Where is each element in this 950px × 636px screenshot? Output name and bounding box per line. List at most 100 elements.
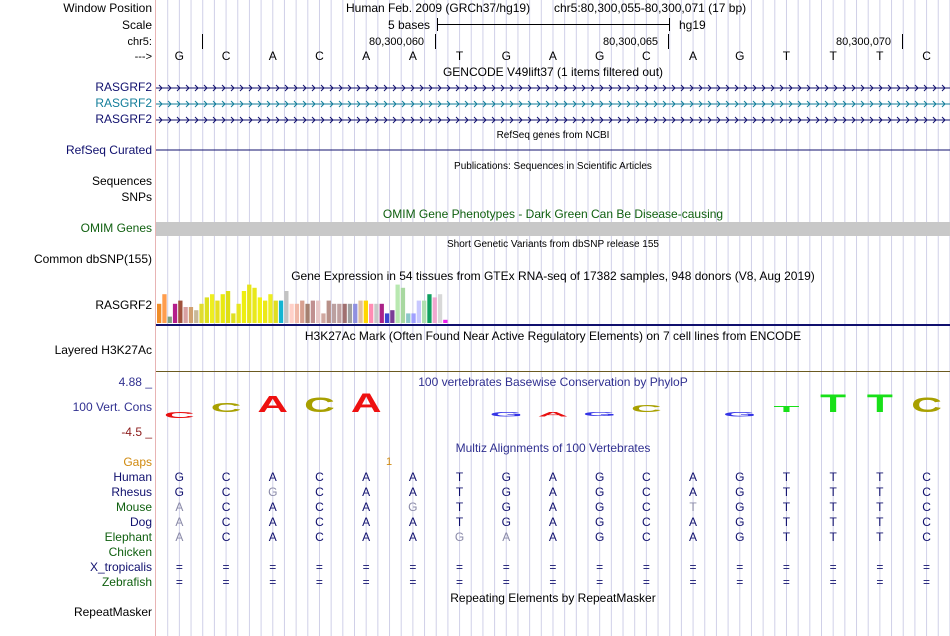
species-label[interactable]: Elephant	[104, 530, 152, 544]
strand-arrow	[509, 116, 514, 124]
gencode-track-label-3[interactable]: RASGRF2	[95, 112, 152, 126]
gtex-tissue-bar	[268, 294, 273, 323]
strand-arrow	[248, 116, 253, 124]
strand-arrow	[221, 116, 226, 124]
label-divider	[155, 0, 156, 636]
dbsnp-track-label[interactable]: Common dbSNP(155)	[33, 252, 152, 266]
sequences-track-label[interactable]: Sequences	[91, 174, 152, 188]
gencode-track-label-2[interactable]: RASGRF2	[95, 96, 152, 110]
aligned-base: A	[408, 530, 417, 544]
aligned-base: C	[922, 530, 931, 544]
strand-arrow	[545, 100, 550, 108]
strand-arrow	[212, 84, 217, 92]
gencode-track-label-1[interactable]: RASGRF2	[95, 80, 152, 94]
strand-arrow	[716, 116, 721, 124]
multiz-track-title: Multiz Alignments of 100 Vertebrates	[455, 441, 651, 455]
scale-bar-right-tick	[669, 18, 670, 31]
strand-arrow	[383, 116, 388, 124]
gtex-tissue-bar	[353, 303, 358, 323]
aligned-base: T	[455, 485, 464, 499]
aligned-base: =	[269, 575, 277, 589]
species-label[interactable]: Mouse	[115, 500, 152, 514]
strand-arrow	[464, 100, 469, 108]
strand-arrow	[410, 116, 415, 124]
strand-arrow	[824, 116, 829, 124]
strand-arrow	[185, 84, 190, 92]
cons-track-label[interactable]: 100 Vert. Cons	[72, 400, 152, 414]
strand-arrow	[176, 116, 181, 124]
strand-arrow	[464, 116, 469, 124]
aligned-base: =	[736, 560, 744, 574]
strand-arrow	[500, 116, 505, 124]
strand-arrow	[329, 100, 334, 108]
strand-arrow	[266, 100, 271, 108]
gtex-tissue-bar	[263, 300, 268, 323]
aligned-base: =	[456, 575, 464, 589]
strand-arrow	[392, 84, 397, 92]
strand-arrow	[482, 116, 487, 124]
strand-arrow	[599, 116, 604, 124]
strand-arrow	[365, 116, 370, 124]
strand-arrow	[878, 100, 883, 108]
strand-arrow	[320, 100, 325, 108]
strand-arrow	[689, 100, 694, 108]
aligned-base: C	[922, 470, 931, 484]
phylop-letter: C	[211, 401, 242, 415]
reference-base: C	[922, 49, 931, 63]
strand-arrow	[608, 84, 613, 92]
gaps-track-label[interactable]: Gaps	[123, 455, 152, 469]
reference-base: A	[268, 49, 277, 63]
reference-base: G	[501, 49, 511, 63]
gtex-track-label[interactable]: RASGRF2	[95, 298, 152, 312]
strand-arrow	[545, 116, 550, 124]
strand-arrow	[437, 100, 442, 108]
aligned-base: A	[362, 500, 371, 514]
strand-arrow	[653, 116, 658, 124]
gtex-tissue-bar	[374, 303, 379, 323]
strand-arrow	[311, 84, 316, 92]
scale-label: Scale	[121, 18, 152, 32]
aligned-base: G	[594, 485, 605, 499]
aligned-base: G	[735, 530, 745, 544]
strand-arrow	[275, 116, 280, 124]
gtex-tissue-bar	[257, 297, 262, 323]
ruler-tick-label-1: 80,300,060	[369, 36, 425, 48]
species-label[interactable]: Dog	[129, 515, 152, 529]
strand-arrow	[437, 116, 442, 124]
omim-track-label[interactable]: OMIM Genes	[80, 221, 152, 235]
strand-arrow	[860, 116, 865, 124]
species-label[interactable]: Human	[113, 470, 152, 484]
species-label[interactable]: Rhesus	[111, 485, 152, 499]
aligned-base: G	[454, 530, 465, 544]
strand-arrow	[374, 84, 379, 92]
ruler-tick-label-3: 80,300,070	[836, 36, 892, 48]
species-label[interactable]: Zebrafish	[101, 575, 152, 589]
strand-arrow	[500, 100, 505, 108]
repeatmasker-track-label[interactable]: RepeatMasker	[73, 605, 152, 619]
strand-arrow	[491, 84, 496, 92]
gtex-tissue-bar	[321, 313, 326, 323]
gtex-tissue-bar	[178, 300, 183, 323]
aligned-base: C	[315, 530, 324, 544]
h3k27ac-track-label[interactable]: Layered H3K27Ac	[54, 343, 152, 357]
omim-gene-bar[interactable]	[156, 222, 950, 236]
strand-arrow	[266, 116, 271, 124]
strand-arrow	[824, 100, 829, 108]
snps-track-label[interactable]: SNPs	[121, 190, 152, 204]
reference-base: A	[362, 49, 371, 63]
species-label[interactable]: X_tropicalis	[89, 560, 152, 574]
strand-arrow	[158, 100, 163, 108]
refseq-track-label[interactable]: RefSeq Curated	[65, 143, 152, 157]
gtex-tissue-bar	[363, 300, 368, 323]
species-label[interactable]: Chicken	[108, 545, 152, 559]
gtex-tissue-bar	[225, 291, 231, 323]
strand-arrow	[482, 100, 487, 108]
strand-arrow	[392, 100, 397, 108]
aligned-base: T	[829, 470, 837, 484]
aligned-base: =	[642, 560, 650, 574]
strand-arrow	[509, 100, 514, 108]
strand-arrow	[554, 100, 559, 108]
